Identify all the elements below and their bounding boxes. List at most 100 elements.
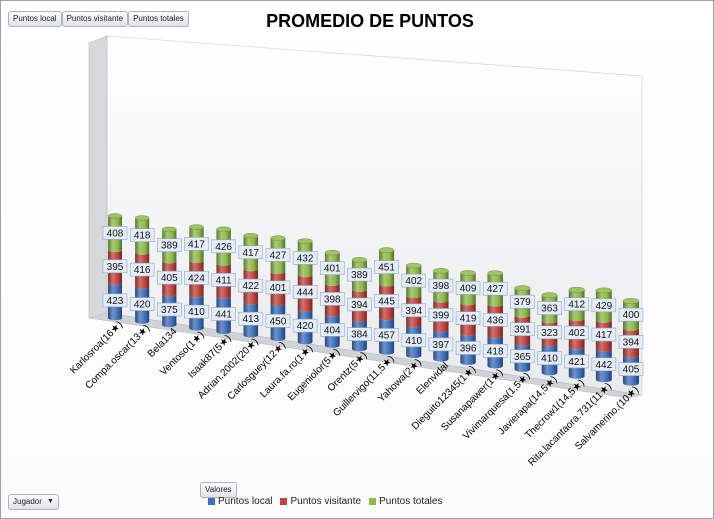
legend-item: Puntos visitante: [280, 496, 361, 507]
bar-top: [189, 224, 204, 230]
data-label-box: [482, 313, 508, 327]
data-label: 409: [460, 283, 477, 294]
bar-top: [541, 292, 558, 299]
bar-stack: 423 395 408: [102, 213, 128, 321]
bar-stack: 410 424 417: [184, 224, 209, 331]
data-label: 427: [270, 250, 287, 261]
bar-stack: 418 436 427: [482, 270, 508, 369]
data-label: 399: [433, 310, 450, 321]
category-label: Laura.fa.ro(1★): [258, 343, 315, 400]
data-label-box: [157, 302, 182, 317]
bar-stack: 420 444 432: [292, 238, 318, 345]
data-label: 418: [487, 346, 504, 357]
data-label: 442: [595, 360, 612, 371]
bar-stack: 396 419 409: [455, 270, 481, 366]
data-label-box: [184, 271, 209, 285]
data-label-box: [591, 327, 617, 342]
data-label-box: [129, 262, 155, 277]
data-label: 411: [216, 275, 232, 286]
data-label-box: [401, 273, 427, 288]
legend-label: Puntos visitante: [290, 496, 362, 507]
data-label: 395: [107, 262, 124, 273]
data-label-box: [618, 335, 644, 349]
bar-stack: 420 416 418: [129, 215, 155, 324]
data-label: 410: [188, 307, 205, 318]
data-label-box: [211, 239, 236, 254]
data-label: 421: [568, 357, 585, 368]
row-field-dropdown[interactable]: Jugador ▼: [8, 494, 59, 510]
data-label-box: [184, 237, 209, 251]
data-label: 444: [297, 287, 314, 298]
data-label: 375: [161, 305, 178, 316]
bar-top: [324, 250, 340, 256]
data-label-box: [347, 327, 372, 341]
data-label-box: [537, 301, 562, 315]
data-label-box: [455, 341, 481, 355]
data-label-box: [238, 311, 264, 326]
bar-stack: 441 411 426: [211, 226, 236, 335]
bar-top: [514, 285, 531, 291]
field-button-puntos-local[interactable]: Puntos local: [8, 11, 62, 27]
data-label: 441: [215, 310, 232, 321]
data-label: 363: [541, 304, 558, 315]
data-label-box: [618, 362, 644, 376]
chart-title: PROMEDIO DE PUNTOS: [266, 11, 474, 31]
data-label-box: [265, 314, 291, 328]
bar-top: [378, 247, 395, 253]
bar-stack: 410 394 402: [401, 262, 427, 359]
data-label-box: [211, 307, 236, 321]
data-label: 410: [405, 336, 422, 347]
legend-swatch: [280, 497, 288, 505]
data-label: 420: [134, 300, 151, 311]
data-label-box: [319, 292, 345, 306]
data-label: 384: [351, 330, 368, 341]
data-label-box: [265, 280, 291, 295]
data-label-box: [374, 260, 399, 274]
data-label-box: [347, 297, 372, 312]
data-label: 400: [623, 310, 640, 321]
data-label: 457: [378, 330, 395, 341]
data-label-box: [102, 259, 128, 274]
bar-top: [622, 298, 640, 304]
data-label-box: [374, 294, 399, 308]
bar-top: [134, 215, 150, 221]
field-button-puntos-totales[interactable]: Puntos totales: [128, 11, 189, 27]
floor: [88, 312, 643, 399]
bar-top: [568, 286, 585, 293]
values-field-button[interactable]: Valores: [200, 482, 237, 498]
bar-stack: 410 323 363: [537, 292, 562, 376]
bar-stack: 404 398 401: [319, 250, 345, 348]
data-label: 401: [270, 283, 287, 294]
data-label: 408: [107, 228, 124, 239]
data-label-box: [428, 308, 454, 322]
data-label-box: [347, 267, 372, 282]
bar-stack: 375 405 389: [157, 226, 182, 328]
bar-top: [460, 270, 476, 276]
data-label: 413: [242, 314, 259, 325]
data-label-box: [564, 354, 589, 369]
data-label-box: [319, 261, 345, 275]
field-button-puntos-visitante[interactable]: Puntos visitante: [61, 11, 129, 27]
bar-top: [216, 226, 232, 232]
data-label-box: [428, 337, 454, 352]
bar-top: [433, 268, 449, 274]
legend-swatch: [208, 497, 215, 505]
data-label-box: [591, 357, 617, 372]
data-label: 427: [487, 284, 504, 295]
legend: Puntos local Puntos visitante Puntos total…: [208, 496, 450, 507]
bar-stack: 457 445 451: [374, 247, 399, 355]
data-label-box: [591, 298, 617, 313]
bar-stack: 405 394 400: [618, 298, 644, 386]
legend-item: Puntos totales: [369, 496, 442, 507]
bar-top: [595, 287, 613, 294]
data-label: 323: [541, 328, 558, 339]
data-label-box: [292, 285, 318, 299]
data-label-box: [428, 278, 454, 293]
data-label-box: [102, 226, 128, 240]
data-label: 412: [568, 300, 585, 311]
data-label: 394: [351, 300, 368, 311]
data-label-box: [564, 297, 589, 311]
data-label: 451: [378, 263, 395, 274]
bar-top: [405, 262, 422, 269]
data-label-box: [482, 281, 508, 296]
